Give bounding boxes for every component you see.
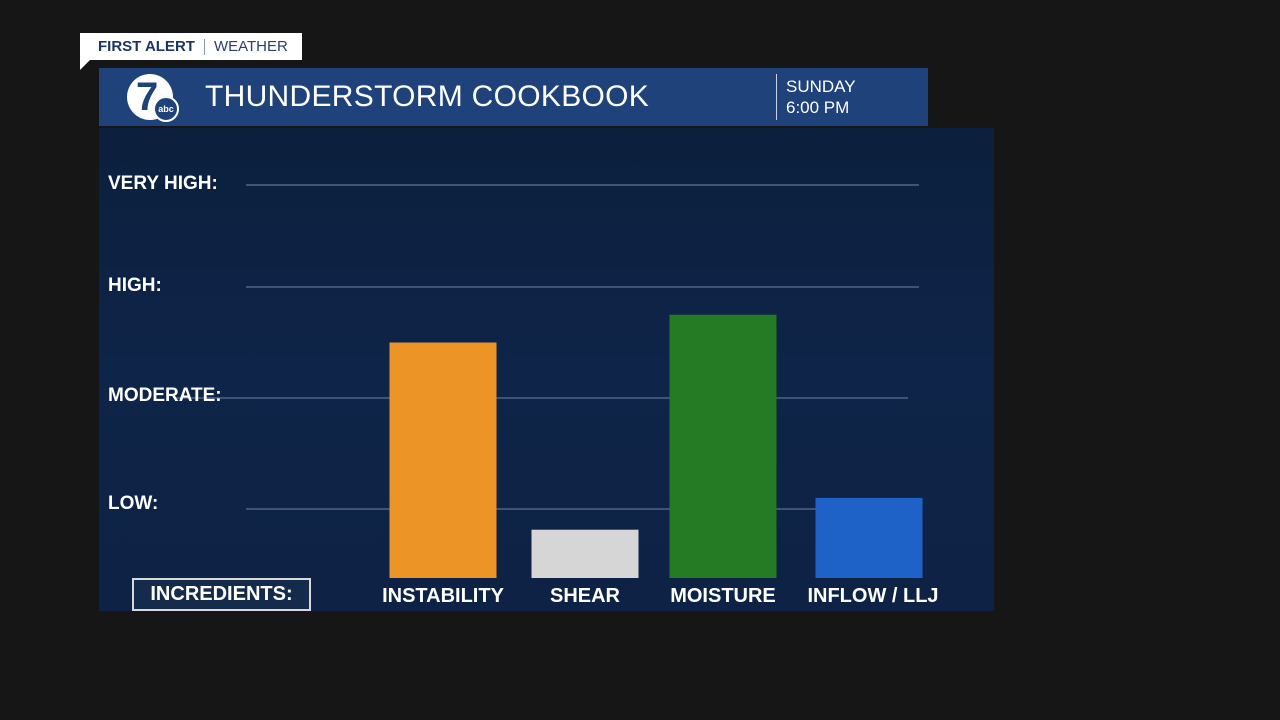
first-alert-label: FIRST ALERT [98, 38, 195, 55]
tag-notch [80, 60, 90, 70]
category-label: MOISTURE [670, 585, 776, 607]
bar-chart [176, 184, 923, 578]
first-alert-weather-tag: FIRST ALERT WEATHER [80, 33, 302, 60]
level-label: MODERATE: [108, 385, 222, 406]
chart-panel: INCREDIENTS: LOW: MODERATE: HIGH: VERY HIGH… [99, 128, 994, 611]
bar-moisture [669, 314, 777, 578]
bar-instability [389, 342, 497, 578]
header-divider [776, 74, 777, 120]
weather-label: WEATHER [213, 38, 288, 55]
level-label: VERY HIGH: [108, 173, 218, 194]
logo-network: abc [153, 96, 179, 122]
forecast-day: SUNDAY [786, 77, 856, 96]
category-label: SHEAR [549, 585, 621, 607]
forecast-time: 6:00 PM [786, 98, 850, 117]
ingredients-box: INCREDIENTS: [132, 578, 311, 611]
category-label: INFLOW / LLJ [807, 585, 939, 607]
station-logo-icon: 7 abc [127, 74, 179, 122]
category-label: INSTABILITY [382, 585, 504, 607]
chart-title: THUNDERSTORM COOKBOOK [205, 80, 650, 113]
tag-divider [203, 38, 205, 55]
level-label: HIGH: [108, 275, 162, 296]
logo-number: 7 [136, 75, 159, 119]
bar-inflow-llj [815, 497, 923, 578]
graphic-header: 7 abc THUNDERSTORM COOKBOOK SUNDAY 6:00 … [99, 68, 928, 126]
bar-shear [531, 529, 639, 578]
level-label: LOW: [108, 493, 159, 514]
